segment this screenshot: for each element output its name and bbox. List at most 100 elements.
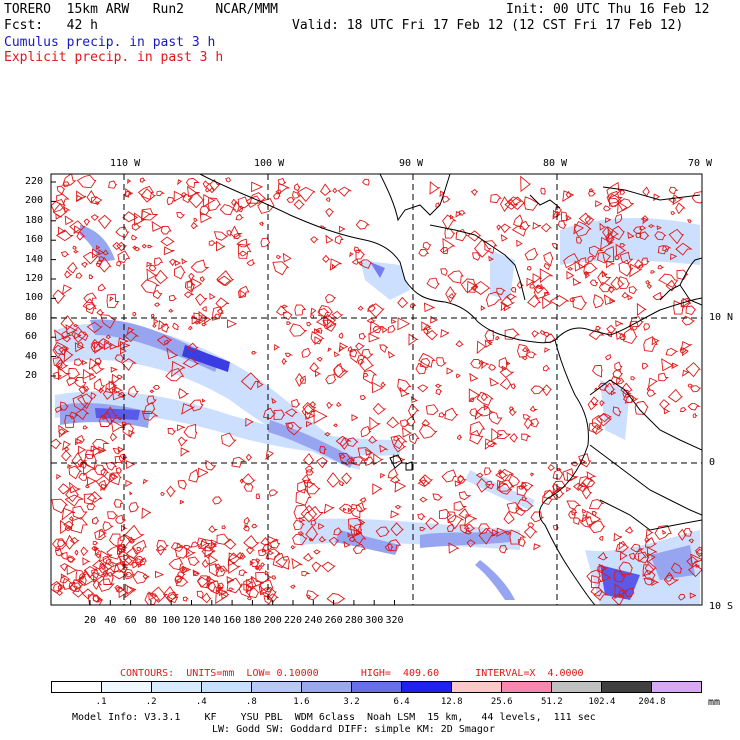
- explicit-precip-contour: [209, 292, 216, 300]
- explicit-precip-contour: [694, 546, 702, 555]
- explicit-precip-contour: [314, 328, 321, 335]
- colorbar-swatch: [102, 682, 152, 692]
- explicit-precip-contour: [629, 263, 643, 278]
- explicit-precip-contour: [500, 301, 509, 312]
- explicit-precip-contour: [467, 280, 479, 294]
- explicit-precip-contour: [57, 483, 72, 495]
- explicit-precip-contour: [78, 572, 86, 580]
- explicit-precip-contour: [624, 526, 634, 534]
- explicit-precip-contour: [675, 242, 693, 256]
- explicit-precip-contour: [254, 564, 259, 571]
- explicit-precip-contour: [246, 578, 254, 587]
- explicit-precip-contour: [424, 302, 435, 313]
- model-info-line2: LW: Godd SW: Goddard DIFF: simple KM: 2D…: [212, 724, 495, 735]
- explicit-precip-contour: [82, 557, 92, 566]
- explicit-precip-contour: [480, 392, 489, 402]
- colorbar-label: 204.8: [638, 697, 666, 707]
- explicit-precip-contour: [343, 507, 347, 512]
- explicit-precip-contour: [113, 384, 124, 394]
- explicit-precip-contour: [349, 348, 363, 364]
- colorbar-swatch: [452, 682, 502, 692]
- explicit-precip-contour: [183, 423, 198, 439]
- explicit-precip-contour: [410, 396, 418, 404]
- explicit-precip-contour: [187, 191, 205, 209]
- explicit-precip-contour: [92, 540, 99, 546]
- explicit-precip-contour: [328, 536, 340, 547]
- explicit-precip-contour: [603, 382, 616, 395]
- explicit-precip-contour: [690, 385, 702, 393]
- lon-label-80w: 80 W: [543, 158, 568, 169]
- explicit-precip-contour: [74, 376, 87, 389]
- explicit-precip-contour: [262, 548, 266, 553]
- explicit-precip-contour: [127, 178, 132, 185]
- explicit-precip-contour: [434, 383, 443, 389]
- explicit-precip-contour: [516, 280, 524, 289]
- explicit-precip-contour: [619, 243, 626, 248]
- explicit-precip-contour: [654, 231, 667, 241]
- explicit-precip-contour: [588, 422, 603, 434]
- explicit-precip-contour: [530, 511, 545, 523]
- lon-label-70w: 70 W: [688, 158, 713, 169]
- explicit-precip-contour: [287, 422, 294, 430]
- explicit-precip-contour: [51, 438, 62, 450]
- explicit-precip-contour: [590, 575, 603, 589]
- explicit-precip-contour: [245, 453, 253, 462]
- explicit-precip-contour: [61, 450, 72, 462]
- explicit-precip-contour: [126, 585, 137, 596]
- explicit-precip-contour: [326, 401, 334, 410]
- explicit-precip-contour: [343, 540, 351, 548]
- explicit-precip-contour: [671, 362, 679, 369]
- explicit-precip-contour: [425, 329, 439, 341]
- explicit-precip-contour: [221, 432, 237, 448]
- explicit-precip-contour: [589, 279, 599, 287]
- explicit-precip-contour: [442, 237, 456, 254]
- explicit-precip-contour: [597, 251, 612, 264]
- explicit-precip-contour: [683, 528, 693, 537]
- explicit-precip-contour: [193, 217, 198, 222]
- explicit-precip-contour: [302, 452, 315, 466]
- explicit-precip-contour: [422, 241, 432, 251]
- explicit-precip-contour: [111, 569, 129, 580]
- explicit-precip-contour: [488, 410, 503, 425]
- explicit-precip-contour: [124, 330, 140, 343]
- explicit-precip-contour: [695, 563, 700, 568]
- explicit-precip-contour: [243, 577, 257, 591]
- explicit-precip-contour: [644, 561, 658, 576]
- explicit-precip-contour: [357, 358, 365, 365]
- explicit-precip-contour: [94, 546, 99, 551]
- explicit-precip-contour: [458, 210, 466, 216]
- explicit-precip-contour: [237, 243, 252, 259]
- explicit-precip-contour: [91, 546, 100, 552]
- explicit-precip-contour: [307, 594, 312, 599]
- explicit-precip-contour: [154, 269, 169, 285]
- explicit-precip-contour: [260, 562, 266, 567]
- explicit-precip-contour: [588, 245, 604, 258]
- explicit-precip-contour: [573, 223, 584, 235]
- explicit-precip-contour: [397, 317, 410, 331]
- explicit-precip-contour: [112, 561, 118, 567]
- y-tick-label: 80: [25, 311, 38, 323]
- explicit-precip-contour: [597, 270, 612, 286]
- explicit-precip-contour: [226, 229, 233, 237]
- explicit-precip-contour: [459, 524, 471, 535]
- explicit-precip-contour: [359, 260, 363, 267]
- explicit-precip-contour: [504, 328, 520, 340]
- explicit-precip-contour: [97, 578, 115, 592]
- explicit-precip-contour: [137, 563, 142, 569]
- explicit-precip-contour: [128, 429, 135, 437]
- explicit-precip-contour: [446, 367, 454, 375]
- explicit-precip-contour: [69, 537, 80, 545]
- explicit-precip-contour: [338, 503, 357, 514]
- explicit-precip-contour: [303, 479, 316, 489]
- explicit-precip-contour: [187, 556, 200, 567]
- explicit-precip-contour: [74, 358, 84, 366]
- explicit-precip-contour: [75, 194, 84, 203]
- explicit-precip-contour: [458, 491, 472, 501]
- contour-info: CONTOURS: UNITS=mm LOW= 0.10000 HIGH= 40…: [120, 668, 584, 679]
- explicit-precip-contour: [563, 252, 581, 269]
- explicit-precip-contour: [185, 547, 197, 559]
- explicit-precip-contour: [519, 220, 531, 231]
- explicit-precip-contour: [379, 444, 389, 453]
- explicit-precip-contour: [573, 517, 582, 525]
- explicit-precip-contour: [672, 194, 684, 206]
